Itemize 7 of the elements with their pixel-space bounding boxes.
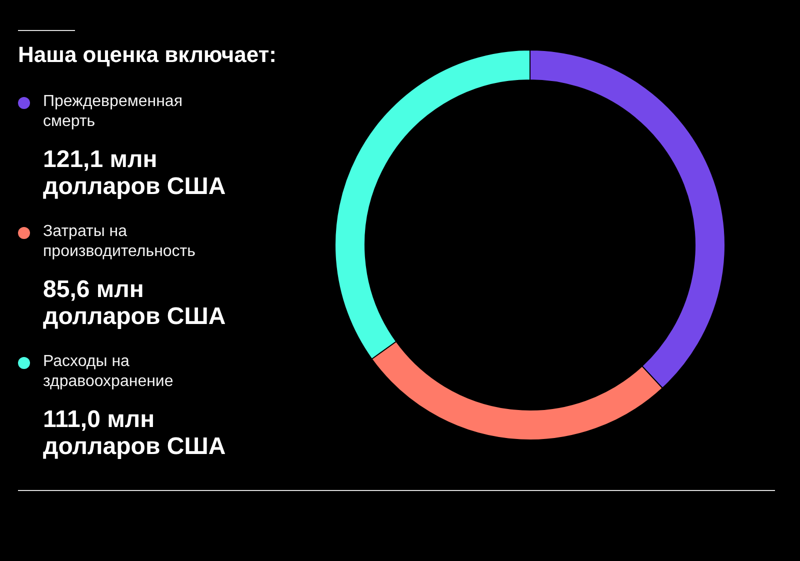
data-label: 85,6 млн долларов США <box>43 276 227 330</box>
chart-title: Наша оценка включает: <box>18 42 276 68</box>
data-label: 121,1 млн долларов США <box>43 146 227 200</box>
legend-label: Затраты на производительность <box>43 222 196 262</box>
legend-label: Преждевременная смерть <box>43 92 184 132</box>
legend-label: Расходы на здравоохранение <box>43 352 174 392</box>
data-label: 111,0 млн долларов США <box>43 406 227 460</box>
